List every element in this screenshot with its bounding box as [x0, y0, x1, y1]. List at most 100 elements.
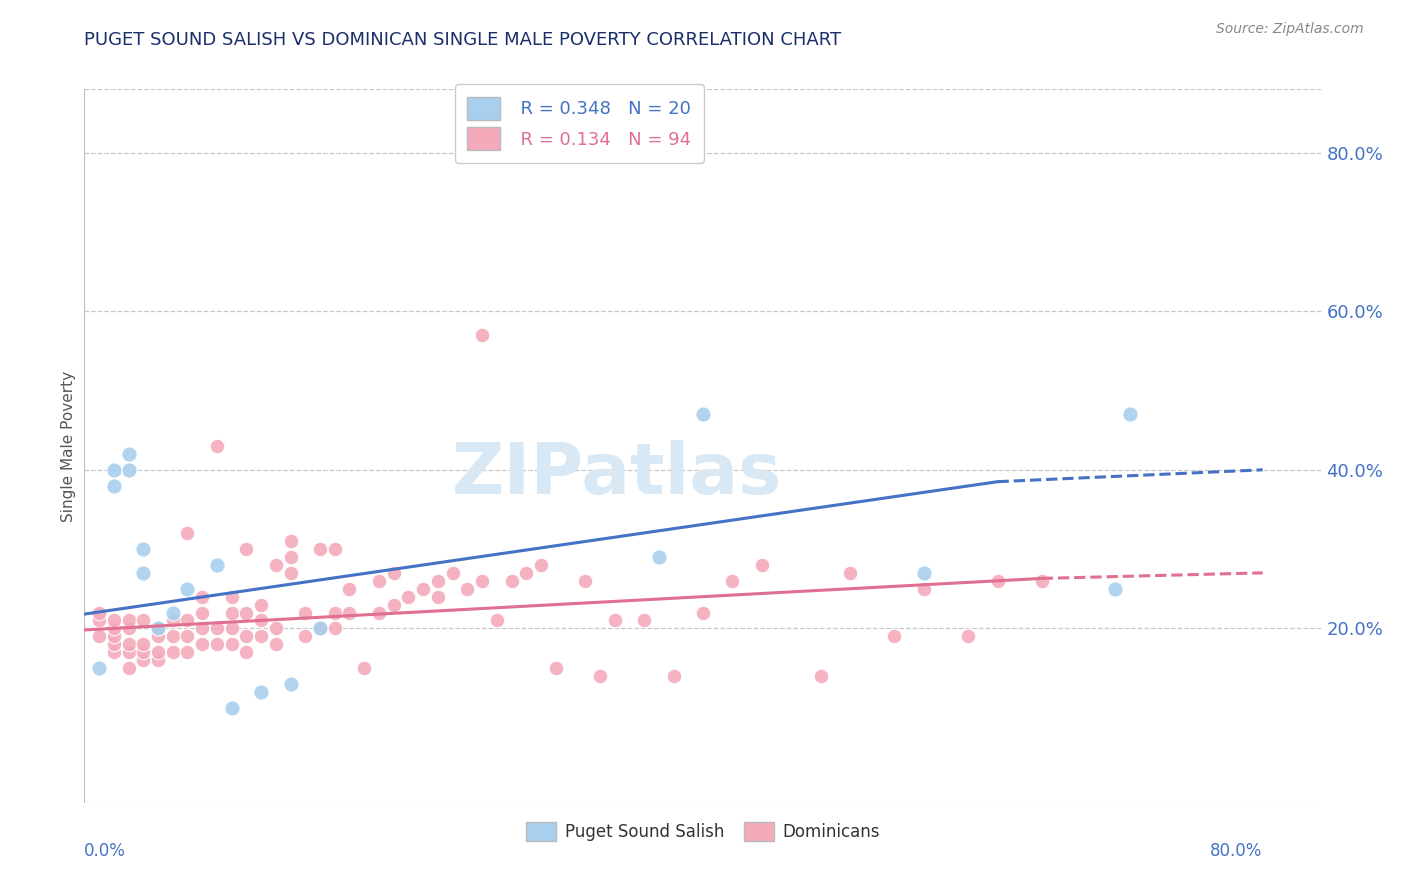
- Point: [87, 629, 110, 643]
- Point: [294, 606, 316, 620]
- Point: [146, 621, 169, 635]
- Point: [456, 582, 478, 596]
- Point: [117, 645, 139, 659]
- Point: [191, 606, 214, 620]
- Point: [810, 669, 832, 683]
- Point: [339, 582, 361, 596]
- Point: [132, 653, 155, 667]
- Point: [132, 566, 155, 580]
- Text: ZIPatlas: ZIPatlas: [451, 440, 782, 509]
- Point: [839, 566, 862, 580]
- Point: [87, 614, 110, 628]
- Point: [221, 606, 243, 620]
- Point: [1031, 574, 1053, 588]
- Point: [912, 582, 935, 596]
- Point: [294, 629, 316, 643]
- Point: [205, 621, 228, 635]
- Point: [987, 574, 1010, 588]
- Point: [250, 614, 273, 628]
- Point: [146, 645, 169, 659]
- Point: [235, 629, 257, 643]
- Point: [132, 637, 155, 651]
- Point: [205, 637, 228, 651]
- Text: 80.0%: 80.0%: [1211, 842, 1263, 860]
- Point: [191, 637, 214, 651]
- Point: [117, 637, 139, 651]
- Point: [323, 542, 346, 557]
- Point: [382, 598, 405, 612]
- Point: [176, 614, 198, 628]
- Point: [176, 645, 198, 659]
- Point: [221, 637, 243, 651]
- Point: [162, 645, 184, 659]
- Point: [250, 598, 273, 612]
- Point: [530, 558, 553, 572]
- Point: [1119, 407, 1142, 421]
- Point: [176, 526, 198, 541]
- Text: 0.0%: 0.0%: [84, 842, 127, 860]
- Point: [471, 574, 494, 588]
- Point: [603, 614, 626, 628]
- Point: [162, 614, 184, 628]
- Point: [264, 621, 287, 635]
- Point: [235, 542, 257, 557]
- Point: [205, 558, 228, 572]
- Point: [382, 566, 405, 580]
- Point: [544, 661, 567, 675]
- Point: [146, 629, 169, 643]
- Point: [176, 629, 198, 643]
- Point: [103, 645, 125, 659]
- Point: [103, 614, 125, 628]
- Point: [883, 629, 905, 643]
- Point: [162, 606, 184, 620]
- Point: [235, 645, 257, 659]
- Point: [485, 614, 508, 628]
- Point: [176, 582, 198, 596]
- Legend: Puget Sound Salish, Dominicans: Puget Sound Salish, Dominicans: [520, 815, 886, 848]
- Point: [280, 677, 302, 691]
- Point: [146, 621, 169, 635]
- Point: [1104, 582, 1126, 596]
- Point: [250, 685, 273, 699]
- Point: [662, 669, 685, 683]
- Point: [87, 606, 110, 620]
- Point: [396, 590, 419, 604]
- Point: [103, 629, 125, 643]
- Point: [103, 621, 125, 635]
- Point: [162, 629, 184, 643]
- Point: [146, 653, 169, 667]
- Point: [353, 661, 375, 675]
- Point: [339, 606, 361, 620]
- Point: [323, 606, 346, 620]
- Point: [515, 566, 537, 580]
- Point: [117, 447, 139, 461]
- Point: [648, 549, 671, 564]
- Point: [132, 614, 155, 628]
- Point: [280, 566, 302, 580]
- Text: Source: ZipAtlas.com: Source: ZipAtlas.com: [1216, 22, 1364, 37]
- Point: [957, 629, 980, 643]
- Point: [221, 700, 243, 714]
- Point: [323, 621, 346, 635]
- Point: [589, 669, 612, 683]
- Point: [103, 478, 125, 492]
- Point: [309, 621, 332, 635]
- Point: [280, 534, 302, 549]
- Point: [117, 463, 139, 477]
- Point: [633, 614, 655, 628]
- Point: [412, 582, 434, 596]
- Point: [191, 590, 214, 604]
- Point: [368, 606, 391, 620]
- Point: [103, 637, 125, 651]
- Point: [221, 621, 243, 635]
- Point: [471, 328, 494, 343]
- Point: [205, 439, 228, 453]
- Point: [426, 590, 449, 604]
- Point: [574, 574, 596, 588]
- Point: [501, 574, 523, 588]
- Point: [692, 606, 714, 620]
- Point: [751, 558, 773, 572]
- Point: [912, 566, 935, 580]
- Point: [87, 661, 110, 675]
- Point: [132, 645, 155, 659]
